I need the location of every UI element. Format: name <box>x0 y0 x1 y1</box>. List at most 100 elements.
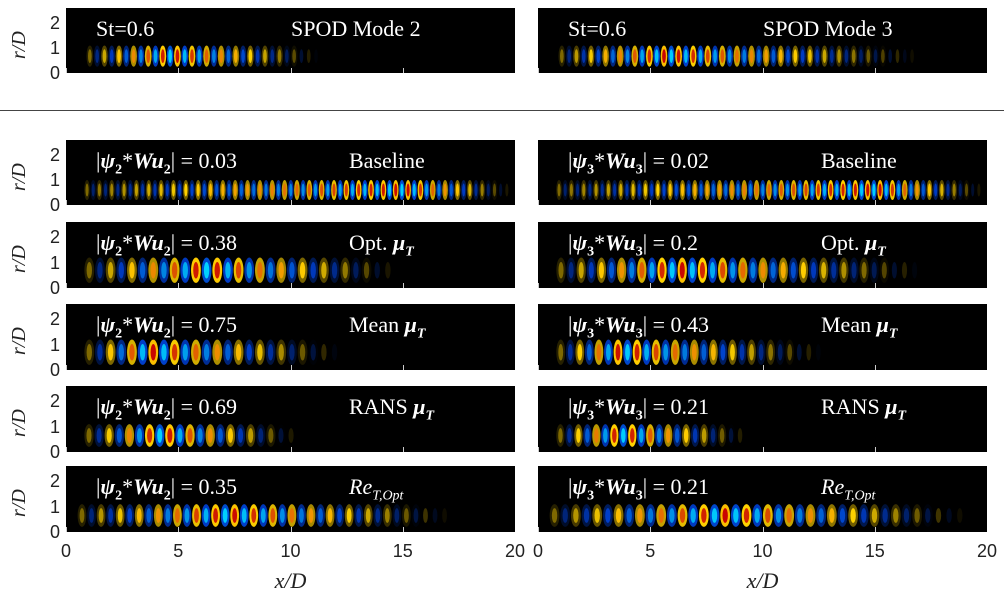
structure-core-left-5-6 <box>136 508 142 523</box>
structure-core-right-2-17 <box>730 261 736 279</box>
structure-core-top-left-8 <box>146 49 151 64</box>
structure-core-left-4-4 <box>126 428 132 443</box>
structure-core-top-right-39 <box>844 49 849 64</box>
structure-core-left-5-28 <box>346 508 352 523</box>
structure-core-left-1-47 <box>375 183 379 197</box>
structure-core-right-5-8 <box>637 508 643 523</box>
structure-core-top-right-48 <box>910 49 914 64</box>
ytick-left-3-1: 1 <box>49 334 60 355</box>
structure-core-left-1-63 <box>474 183 478 197</box>
structure-core-left-1-7 <box>128 183 132 197</box>
structure-core-left-1-46 <box>369 183 373 197</box>
structure-core-right-3-11 <box>663 343 669 361</box>
structure-core-top-left-16 <box>204 49 209 64</box>
structure-core-right-5-34 <box>914 508 920 523</box>
ylabel-left-5: r/D <box>8 489 30 517</box>
structure-core-left-1-22 <box>221 183 225 197</box>
structure-core-right-1-10 <box>619 183 623 197</box>
structure-core-top-right-11 <box>640 49 644 64</box>
structure-core-left-3-21 <box>310 343 316 361</box>
structure-core-right-4-19 <box>728 428 734 443</box>
structure-core-right-5-37 <box>946 508 952 523</box>
structure-core-right-5-18 <box>743 508 750 523</box>
structure-core-right-3-20 <box>749 343 754 361</box>
structure-core-right-1-16 <box>656 183 660 197</box>
plot-panel-left-4: |ψ2*Wu2| = 0.69 RANS μT <box>66 386 515 452</box>
structure-core-left-1-26 <box>246 183 250 197</box>
structure-core-right-4-15 <box>692 428 698 443</box>
structure-core-right-2-4 <box>598 261 604 279</box>
structure-core-left-2-4 <box>129 261 135 279</box>
structure-core-right-2-23 <box>790 261 796 279</box>
structure-core-top-right-28 <box>764 49 768 64</box>
structure-core-left-3-8 <box>171 343 178 361</box>
structure-core-left-1-56 <box>431 183 435 197</box>
structure-core-right-1-2 <box>569 183 573 197</box>
structure-core-left-1-11 <box>153 183 157 197</box>
structure-core-right-3-18 <box>730 343 735 361</box>
structure-core-right-5-3 <box>583 508 590 523</box>
field-right-2 <box>556 257 940 283</box>
structure-core-right-1-45 <box>835 183 839 197</box>
structure-core-left-5-7 <box>146 508 152 523</box>
xtick-label-0-0: 0 <box>60 541 72 561</box>
structure-core-right-1-47 <box>847 183 851 197</box>
structure-core-left-2-12 <box>214 261 220 279</box>
xtick-mark-right-4-1 <box>650 447 652 452</box>
xtick-mark-left-3-3 <box>402 365 404 370</box>
structure-core-right-5-15 <box>711 508 718 523</box>
structure-core-left-5-1 <box>89 508 94 523</box>
ytick-left-2-1: 1 <box>49 252 60 273</box>
structure-core-left-2-24 <box>342 261 348 279</box>
structure-core-left-4-6 <box>147 428 153 443</box>
structure-core-left-2-17 <box>267 261 274 279</box>
field-left-5 <box>77 504 459 527</box>
structure-core-left-2-21 <box>310 261 316 279</box>
xtick-mark-left-2-2 <box>290 283 292 288</box>
structure-core-top-left-10 <box>160 49 165 64</box>
structure-core-left-1-37 <box>313 183 318 197</box>
structure-core-left-3-16 <box>257 343 263 361</box>
structure-core-top-left-22 <box>248 49 253 64</box>
structure-core-top-right-35 <box>815 49 820 64</box>
structure-core-right-4-12 <box>665 428 671 443</box>
structure-core-right-2-19 <box>750 261 756 279</box>
xtick-mark-right-5-1 <box>650 527 652 532</box>
structure-core-top-right-16 <box>676 49 681 64</box>
structure-core-left-4-16 <box>248 428 254 443</box>
label-left-right-1: |ψ3*Wu3| = 0.02 <box>568 148 710 178</box>
structure-core-right-3-2 <box>577 343 583 361</box>
structure-core-top-left-27 <box>285 49 289 64</box>
xtick-mark-right-3-0 <box>538 365 539 370</box>
plot-panel-left-2: |ψ2*Wu2| = 0.38 Opt. μT <box>66 222 515 288</box>
ytick-left-1-2: 0 <box>49 195 60 215</box>
separator-line <box>0 110 1004 111</box>
structure-core-left-4-14 <box>227 428 234 443</box>
structure-core-right-1-33 <box>761 183 765 197</box>
structure-core-right-3-16 <box>710 343 716 361</box>
field-right-1 <box>556 180 987 200</box>
structure-core-left-2-23 <box>331 261 338 279</box>
xtick-mark-left-5-2 <box>290 527 292 532</box>
structure-core-left-4-1 <box>96 428 102 443</box>
structure-core-left-1-1 <box>91 183 95 197</box>
structure-core-left-2-5 <box>139 261 146 279</box>
structure-core-left-4-12 <box>207 428 213 443</box>
structure-core-left-2-8 <box>171 261 178 279</box>
xtick-mark-left-4-3 <box>402 447 404 452</box>
structure-core-right-1-7 <box>600 183 604 197</box>
structure-core-right-1-40 <box>804 183 808 197</box>
structure-core-right-5-1 <box>562 508 568 523</box>
xtick-mark-left-4-0 <box>66 447 67 452</box>
structure-core-left-1-68 <box>505 183 509 197</box>
structure-core-left-1-55 <box>425 183 429 197</box>
label-left-right-3: |ψ3*Wu3| = 0.43 <box>568 312 710 342</box>
structure-core-right-2-26 <box>821 261 827 279</box>
structure-core-left-1-9 <box>141 183 145 197</box>
xtick-label-0-1: 5 <box>173 541 184 561</box>
structure-core-right-3-0 <box>558 343 564 361</box>
structure-core-right-1-50 <box>866 183 870 197</box>
xtick-mark-left-5-1 <box>178 527 180 532</box>
structure-core-top-right-41 <box>859 49 863 64</box>
xtick-mark-right-2-3 <box>874 283 876 288</box>
